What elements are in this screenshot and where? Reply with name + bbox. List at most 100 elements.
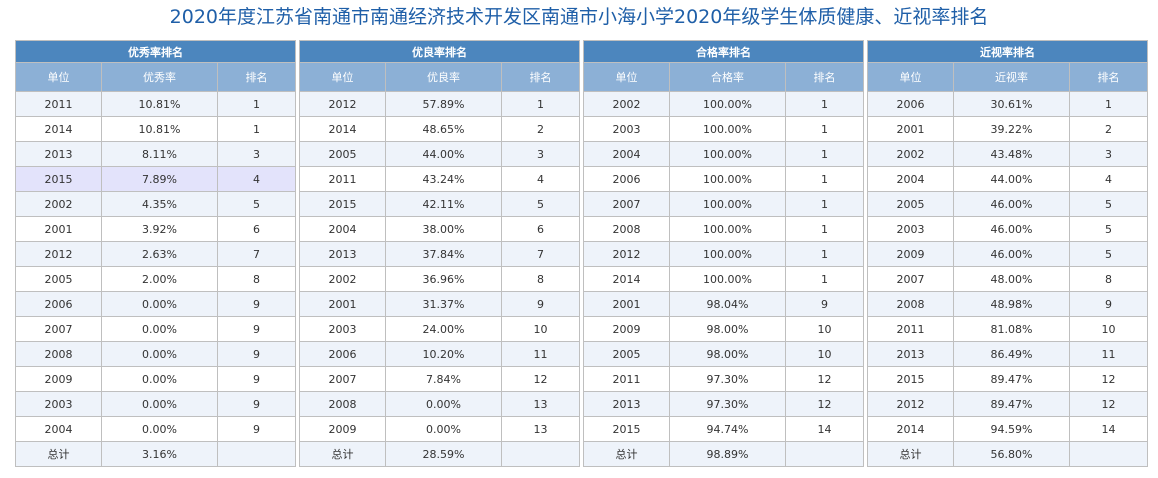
table-row[interactable]: 2008 100.00% 1 [583, 216, 865, 242]
table-row[interactable]: 2012 89.47% 12 [867, 391, 1149, 417]
table-cell: 2011 [15, 91, 102, 117]
table-row[interactable]: 2006 100.00% 1 [583, 166, 865, 192]
table-row[interactable]: 2003 0.00% 9 [15, 391, 297, 417]
table-row[interactable]: 2004 100.00% 1 [583, 141, 865, 167]
table-row[interactable]: 2005 2.00% 8 [15, 266, 297, 292]
table-cell: 37.84% [385, 241, 502, 267]
table-row[interactable]: 2005 46.00% 5 [867, 191, 1149, 217]
table-row[interactable]: 2012 57.89% 1 [299, 91, 581, 117]
table-row[interactable]: 2007 48.00% 8 [867, 266, 1149, 292]
table-cell: 2009 [299, 416, 386, 442]
table-row[interactable]: 2011 43.24% 4 [299, 166, 581, 192]
table-row[interactable]: 2015 94.74% 14 [583, 416, 865, 442]
table-row[interactable]: 2007 7.84% 12 [299, 366, 581, 392]
table-row[interactable]: 2009 0.00% 13 [299, 416, 581, 442]
table-row[interactable]: 2008 0.00% 9 [15, 341, 297, 367]
table-row[interactable]: 2002 36.96% 8 [299, 266, 581, 292]
table-row[interactable]: 2006 30.61% 1 [867, 91, 1149, 117]
table-cell: 2012 [299, 91, 386, 117]
table-row[interactable]: 2014 10.81% 1 [15, 116, 297, 142]
table-row[interactable]: 2012 100.00% 1 [583, 241, 865, 267]
table-cell: 7 [500, 241, 581, 267]
column-header[interactable]: 近视率 [953, 62, 1070, 92]
column-header[interactable]: 单位 [867, 62, 954, 92]
table-row[interactable]: 2001 39.22% 2 [867, 116, 1149, 142]
pass-rate-table: 合格率排名 单位 合格率 排名 2002 100.00% 1 2003 100.00% 1 2004… [582, 40, 865, 467]
column-header[interactable]: 合格率 [669, 62, 786, 92]
table-row[interactable]: 2006 0.00% 9 [15, 291, 297, 317]
column-header[interactable]: 单位 [15, 62, 102, 92]
table-cell: 5 [1068, 191, 1149, 217]
table-cell: 9 [784, 291, 865, 317]
table-row[interactable]: 2001 3.92% 6 [15, 216, 297, 242]
table-row[interactable]: 2002 43.48% 3 [867, 141, 1149, 167]
table-row[interactable]: 2004 38.00% 6 [299, 216, 581, 242]
table-row[interactable]: 2007 100.00% 1 [583, 191, 865, 217]
table-row[interactable]: 2005 44.00% 3 [299, 141, 581, 167]
table-cell: 12 [784, 366, 865, 392]
table-row[interactable]: 2013 8.11% 3 [15, 141, 297, 167]
table-cell: 1 [784, 141, 865, 167]
table-row[interactable]: 2002 4.35% 5 [15, 191, 297, 217]
table-cell: 48.65% [385, 116, 502, 142]
table-cell: 3 [500, 141, 581, 167]
table-cell: 1 [784, 216, 865, 242]
table-cell: 2014 [583, 266, 670, 292]
table-row[interactable]: 2011 10.81% 1 [15, 91, 297, 117]
table-row[interactable]: 2009 46.00% 5 [867, 241, 1149, 267]
column-header[interactable]: 优良率 [385, 62, 502, 92]
table-row[interactable]: 2007 0.00% 9 [15, 316, 297, 342]
table-row[interactable]: 2001 31.37% 9 [299, 291, 581, 317]
table-row[interactable]: 2004 44.00% 4 [867, 166, 1149, 192]
column-header[interactable]: 排名 [216, 62, 297, 92]
table-row[interactable]: 2006 10.20% 11 [299, 341, 581, 367]
table-row[interactable]: 2014 48.65% 2 [299, 116, 581, 142]
table-row[interactable]: 2008 0.00% 13 [299, 391, 581, 417]
column-header[interactable]: 单位 [583, 62, 670, 92]
table-row[interactable]: 2009 98.00% 10 [583, 316, 865, 342]
table-row[interactable]: 2013 97.30% 12 [583, 391, 865, 417]
table-cell: 98.00% [669, 316, 786, 342]
table-row[interactable]: 2011 97.30% 12 [583, 366, 865, 392]
column-header[interactable]: 排名 [784, 62, 865, 92]
table-row[interactable]: 2013 86.49% 11 [867, 341, 1149, 367]
table-cell: 100.00% [669, 266, 786, 292]
column-header[interactable]: 排名 [500, 62, 581, 92]
table-row[interactable]: 2003 24.00% 10 [299, 316, 581, 342]
table-row[interactable]: 2014 94.59% 14 [867, 416, 1149, 442]
table-row[interactable]: 2014 100.00% 1 [583, 266, 865, 292]
column-header[interactable]: 优秀率 [101, 62, 218, 92]
total-cell [500, 441, 581, 467]
table-row[interactable]: 2015 42.11% 5 [299, 191, 581, 217]
table-row[interactable]: 2003 100.00% 1 [583, 116, 865, 142]
table-cell: 1 [500, 91, 581, 117]
table-row[interactable]: 2012 2.63% 7 [15, 241, 297, 267]
table-cell: 6 [500, 216, 581, 242]
table-cell: 94.74% [669, 416, 786, 442]
table-row[interactable]: 2009 0.00% 9 [15, 366, 297, 392]
table-row[interactable]: 2015 7.89% 4 [15, 166, 297, 192]
table-cell: 9 [216, 366, 297, 392]
table-row[interactable]: 2008 48.98% 9 [867, 291, 1149, 317]
table-row[interactable]: 2003 46.00% 5 [867, 216, 1149, 242]
table-cell: 7.89% [101, 166, 218, 192]
table-cell: 2009 [867, 241, 954, 267]
table-row[interactable]: 2011 81.08% 10 [867, 316, 1149, 342]
table-cell: 2014 [15, 116, 102, 142]
table-cell: 36.96% [385, 266, 502, 292]
table-cell: 2006 [583, 166, 670, 192]
table-cell: 2006 [299, 341, 386, 367]
table-row[interactable]: 2002 100.00% 1 [583, 91, 865, 117]
table-row[interactable]: 2013 37.84% 7 [299, 241, 581, 267]
table-row[interactable]: 2004 0.00% 9 [15, 416, 297, 442]
column-header[interactable]: 单位 [299, 62, 386, 92]
column-header[interactable]: 排名 [1068, 62, 1149, 92]
table-row[interactable]: 2001 98.04% 9 [583, 291, 865, 317]
total-row: 总计 98.89% [583, 441, 865, 467]
table-row[interactable]: 2015 89.47% 12 [867, 366, 1149, 392]
table-cell: 2007 [299, 366, 386, 392]
table-cell: 7 [216, 241, 297, 267]
table-cell: 43.24% [385, 166, 502, 192]
table-row[interactable]: 2005 98.00% 10 [583, 341, 865, 367]
table-cell: 89.47% [953, 366, 1070, 392]
